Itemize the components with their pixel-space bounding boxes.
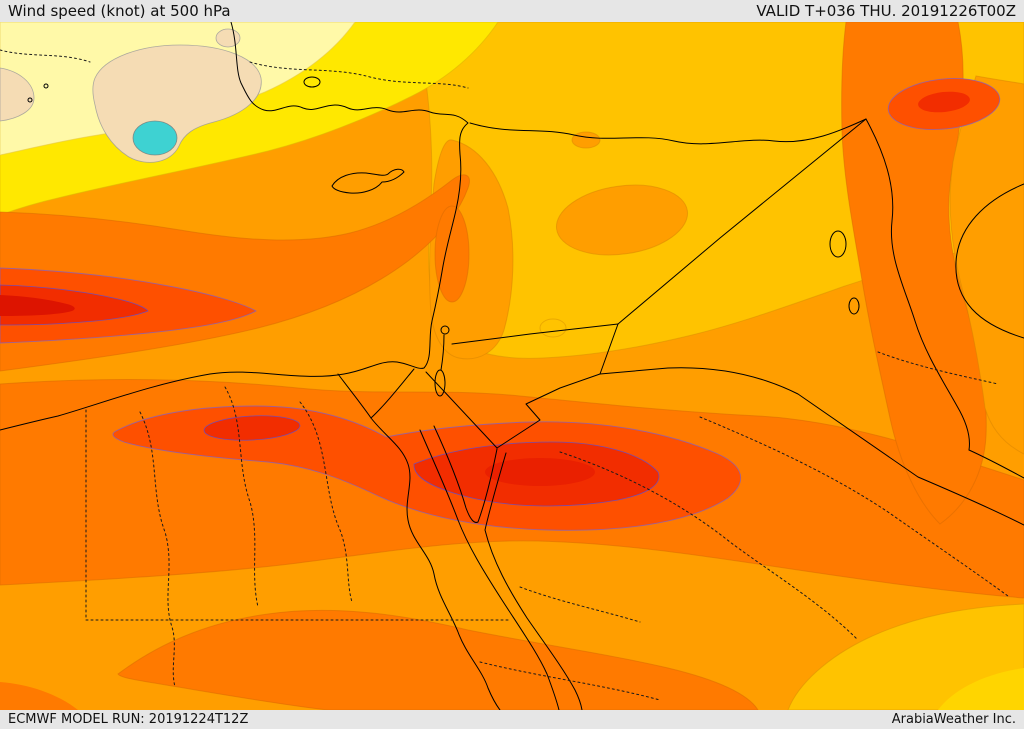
- sinai-peninsula-coast: [433, 425, 498, 523]
- contour-red-west-lobe: [203, 415, 301, 441]
- contour-orange-far-east: [949, 75, 1024, 455]
- anatolia-lake: [303, 76, 321, 88]
- model-run-label: ECMWF MODEL RUN: 20191224T12Z: [8, 712, 249, 727]
- aegean-island-2: [43, 83, 49, 89]
- contour-dark-orange-east-band: [841, 22, 987, 525]
- border-iran-iraq: [865, 118, 970, 451]
- contour-dark-orange-bottom-band: [117, 609, 759, 710]
- dotted-line-saudi-1: [559, 451, 859, 641]
- dotted-line-west-desert-2: [224, 386, 259, 608]
- dotted-line-northwest: [0, 49, 91, 63]
- valid-time-label: VALID T+036 THU. 20191226T00Z: [756, 2, 1016, 20]
- dotted-line-south-center: [519, 586, 641, 623]
- contour-calm-cyan-minimum: [132, 120, 178, 156]
- mediterranean-coastline: [0, 22, 469, 431]
- border-jordan-iraq: [599, 323, 619, 375]
- nile-river: [370, 417, 501, 710]
- sea-of-galilee: [440, 325, 450, 335]
- lake-urmia: [829, 230, 847, 258]
- contour-dark-red-west-core: [0, 295, 75, 316]
- border-saudi-iraq: [599, 367, 1024, 526]
- contour-orange-patch-syria: [555, 184, 689, 256]
- dotted-line-west-desert-1: [139, 411, 176, 688]
- weather-map: [0, 22, 1024, 710]
- red-sea-east-shore: [484, 452, 583, 710]
- contour-calm-cream-west: [0, 67, 35, 122]
- header-bar: Wind speed (knot) at 500 hPa VALID T+036…: [0, 0, 1024, 22]
- dead-sea: [434, 369, 446, 397]
- contour-dark-orange-bottom-left: [0, 682, 78, 710]
- contour-calm-cream-north: [215, 28, 241, 48]
- dotted-line-west-desert-3: [299, 401, 353, 603]
- credit-label: ArabiaWeather Inc.: [891, 712, 1016, 727]
- dotted-line-saudi-2: [699, 416, 1009, 597]
- contour-yellow-southeast-corner: [938, 668, 1024, 710]
- gulf-of-suez-west-shore: [419, 429, 459, 521]
- contour-orange-speckle: [571, 131, 601, 149]
- footer-bar: ECMWF MODEL RUN: 20191224T12Z ArabiaWeat…: [0, 710, 1024, 729]
- dotted-line-anatolia: [249, 61, 469, 89]
- nile-delta-east-branch: [370, 368, 415, 419]
- border-turkey-syria: [469, 118, 867, 145]
- jordan-river: [440, 334, 445, 371]
- contour-red-northeast-core: [918, 91, 970, 113]
- persian-gulf-head: [968, 449, 1024, 479]
- dotted-line-east: [877, 351, 999, 385]
- contour-light-cell-jordan: [539, 318, 567, 338]
- border-egypt-israel: [425, 371, 498, 449]
- red-sea-west-shore: [457, 519, 560, 710]
- border-syria-jordan: [451, 323, 619, 345]
- cyprus-island: [331, 168, 405, 194]
- border-syria-iraq: [617, 118, 867, 325]
- border-jordan-saudi: [496, 373, 601, 449]
- aegean-island-1: [27, 97, 33, 103]
- caspian-coastline: [955, 183, 1024, 339]
- contour-red-inner-core: [485, 458, 595, 486]
- contour-dark-orange-coastal: [434, 205, 470, 303]
- small-lake: [848, 297, 860, 315]
- nile-delta-west-branch: [337, 373, 372, 419]
- contour-yellow-orange-southeast: [787, 603, 1024, 710]
- map-title: Wind speed (knot) at 500 hPa: [8, 2, 231, 20]
- dotted-line-south: [479, 661, 661, 701]
